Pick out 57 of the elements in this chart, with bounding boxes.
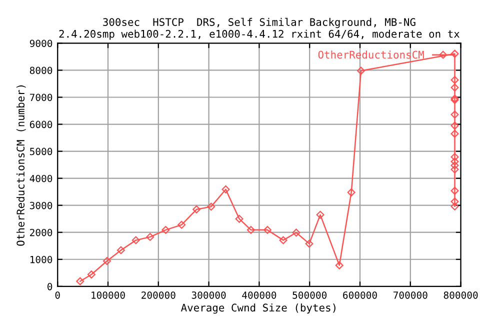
point	[162, 226, 170, 234]
point	[263, 226, 272, 234]
x-tick-label: 600000	[343, 291, 377, 299]
x-axis-title: Average Cwnd Size (bytes)	[181, 304, 336, 314]
point	[76, 277, 84, 286]
y-tick-label: 5000	[30, 148, 52, 156]
x-tick-label: 300000	[192, 291, 226, 299]
y-tick-label: 4000	[30, 174, 52, 182]
y-tick-label: 7000	[30, 94, 52, 102]
point	[116, 246, 125, 254]
y-tick-label: 1000	[30, 256, 52, 264]
point	[335, 261, 344, 270]
point	[347, 188, 356, 196]
point	[450, 186, 459, 195]
point	[235, 214, 244, 223]
point	[207, 202, 216, 211]
point	[450, 165, 459, 174]
y-tick-label: 3000	[30, 202, 52, 210]
x-tick-label: 700000	[394, 291, 428, 299]
x-tick-label: 100000	[92, 291, 125, 299]
point	[292, 228, 300, 237]
x-tick-label: 800000	[444, 291, 478, 299]
y-tick-label: 6000	[30, 120, 52, 128]
x-tick-label: 400000	[242, 291, 276, 299]
point	[132, 236, 140, 244]
point	[450, 122, 459, 130]
y-axis-title: OtherReductionsCM (number)	[16, 85, 26, 246]
point	[279, 236, 288, 244]
y-tick-label: 2000	[30, 228, 52, 236]
x-tick-label: 0	[55, 291, 60, 299]
y-tick-label: 9000	[30, 40, 52, 48]
point	[450, 158, 459, 166]
point	[450, 110, 459, 119]
point	[246, 226, 255, 234]
legend-label: OtherReductionsCM	[318, 50, 424, 59]
point	[450, 152, 459, 161]
point	[87, 270, 96, 278]
y-tick-label: 0	[48, 282, 52, 290]
point	[146, 232, 154, 241]
x-tick-label: 200000	[142, 291, 176, 299]
point	[450, 198, 459, 206]
point	[305, 240, 314, 248]
point	[103, 257, 111, 265]
point	[450, 76, 459, 84]
point	[316, 210, 324, 219]
point	[450, 202, 459, 210]
point	[192, 205, 201, 214]
y-tick-label: 8000	[30, 66, 52, 74]
point	[178, 220, 186, 229]
point	[450, 130, 459, 138]
x-tick-label: 500000	[292, 291, 327, 299]
point	[357, 66, 365, 75]
chart-title: 300sec HSTCP DRS, Self Similar Background, MB-NG 2.4.20smp web100-2.2.1, e1000-4.4.12 rxint 64/64, moderate on tx	[59, 18, 460, 40]
point	[450, 161, 459, 170]
point	[222, 185, 230, 194]
point	[450, 50, 459, 58]
point	[450, 84, 459, 92]
